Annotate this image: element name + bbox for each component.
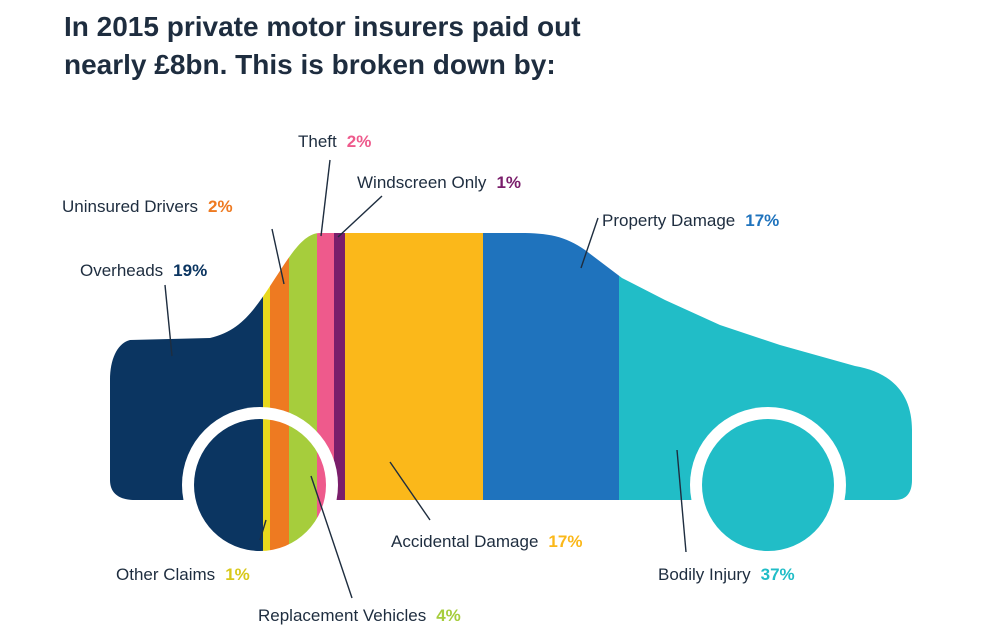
label-windscreen-only-value: 1% (496, 173, 521, 192)
leader-line-bodily-injury (676, 449, 687, 553)
label-accidental-damage-name: Accidental Damage (391, 532, 538, 551)
segment-other-claims (263, 233, 270, 500)
leader-line-overheads (164, 284, 173, 357)
rear-wheel (702, 419, 834, 551)
label-other-claims-value: 1% (225, 565, 250, 584)
label-bodily-injury: Bodily Injury 37% (658, 565, 795, 584)
front-wheel-segment-theft (317, 419, 326, 551)
segment-windscreen-only (334, 233, 345, 500)
rear-wheel-segment-bodily-injury (702, 419, 834, 551)
label-bodily-injury-value: 37% (761, 565, 795, 584)
label-overheads-value: 19% (173, 261, 207, 280)
label-replacement-vehicles: Replacement Vehicles 4% (258, 606, 461, 625)
leader-line-other-claims (259, 519, 267, 541)
leader-lines-group (164, 159, 687, 599)
label-uninsured-drivers: Uninsured Drivers 2% (62, 197, 233, 216)
segment-property-damage (483, 233, 619, 500)
label-windscreen-only-name: Windscreen Only (357, 173, 487, 192)
label-property-damage: Property Damage 17% (602, 211, 779, 230)
label-other-claims-name: Other Claims (116, 565, 215, 584)
label-replacement-vehicles-value: 4% (436, 606, 461, 625)
label-windscreen-only: Windscreen Only 1% (357, 173, 521, 192)
labels-group: Overheads 19% Other Claims 1% Uninsured Driv… (62, 132, 795, 625)
label-bodily-injury-name: Bodily Injury (658, 565, 751, 584)
front-wheel-segment-uninsured-drivers (270, 419, 289, 551)
chart-title-line-1: In 2015 private motor insurers paid out (64, 11, 581, 42)
wheels-group (182, 407, 846, 563)
leader-line-replacement-vehicles (310, 475, 353, 599)
chart-title-line-2: nearly £8bn. This is broken down by: (64, 49, 556, 80)
leader-line-accidental-damage (389, 461, 431, 521)
segment-accidental-damage (345, 233, 483, 500)
label-property-damage-name: Property Damage (602, 211, 735, 230)
leader-line-property-damage (580, 217, 599, 269)
label-replacement-vehicles-name: Replacement Vehicles (258, 606, 426, 625)
label-theft-value: 2% (347, 132, 372, 151)
leader-line-theft (320, 159, 331, 237)
front-wheel-segment-other-claims (263, 419, 270, 551)
segment-theft (317, 233, 334, 500)
label-theft: Theft 2% (298, 132, 371, 151)
leader-line-uninsured-drivers (271, 228, 285, 285)
label-uninsured-drivers-value: 2% (208, 197, 233, 216)
label-accidental-damage: Accidental Damage 17% (391, 532, 582, 551)
label-overheads-name: Overheads (80, 261, 163, 280)
leader-line-windscreen-only (337, 195, 383, 238)
label-overheads: Overheads 19% (80, 261, 207, 280)
chart-title: In 2015 private motor insurers paid out … (64, 8, 764, 84)
label-property-damage-value: 17% (745, 211, 779, 230)
label-other-claims: Other Claims 1% (116, 565, 250, 584)
label-theft-name: Theft (298, 132, 337, 151)
label-accidental-damage-value: 17% (548, 532, 582, 551)
label-uninsured-drivers-name: Uninsured Drivers (62, 197, 198, 216)
